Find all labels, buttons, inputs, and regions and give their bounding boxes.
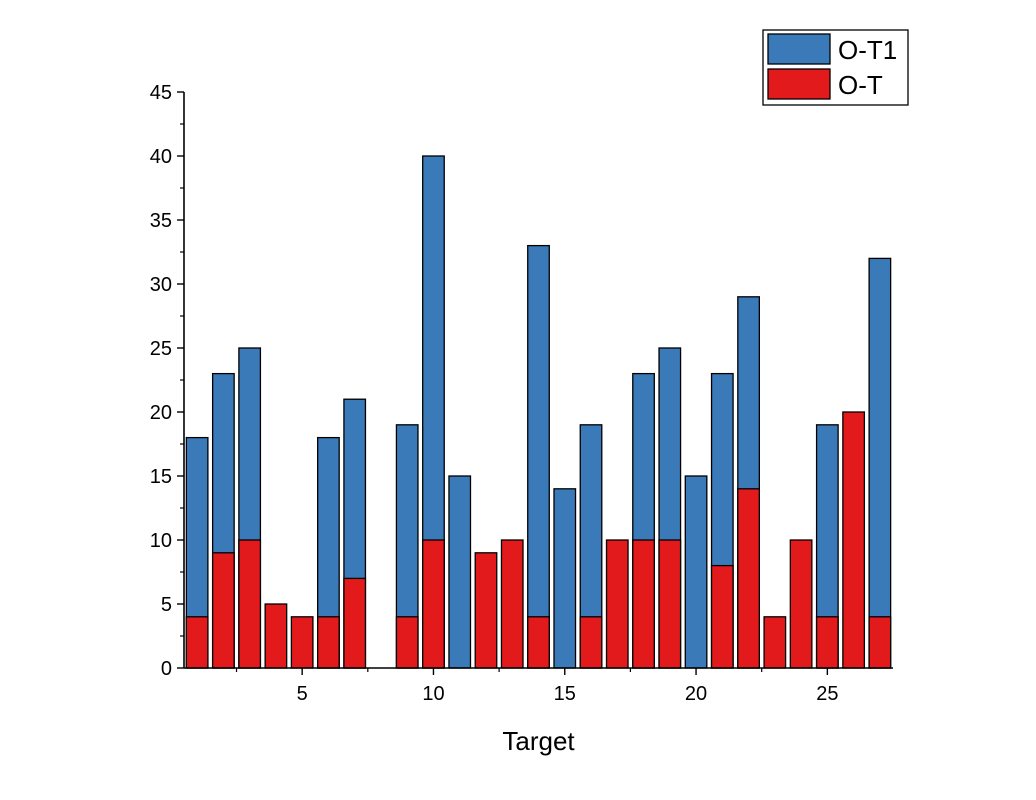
legend-label-o-t: O-T [838, 70, 883, 100]
y-tick-label: 10 [150, 530, 172, 552]
bar-o-t-18 [632, 539, 655, 669]
y-tick-label: 5 [161, 594, 172, 616]
x-tick-label: 10 [422, 683, 444, 705]
legend-swatch-o-t [767, 68, 831, 100]
bar-o-t1-14 [527, 244, 550, 669]
bar-o-t1-15 [553, 488, 577, 669]
bar-o-t-17 [605, 539, 629, 669]
x-tick-label: 15 [554, 683, 576, 705]
bar-o-t-19 [658, 539, 682, 669]
bar-o-t-6 [317, 616, 340, 669]
bar-o-t-16 [579, 616, 603, 669]
y-tick-label: 40 [150, 146, 172, 168]
axes-layer: 0 5 10 15 20 25 30 35 40 45 5 10 15 20 25 [150, 82, 893, 705]
bar-o-t-5 [290, 616, 314, 669]
bar-o-t1-11 [448, 475, 472, 669]
bar-o-t-14 [527, 616, 550, 669]
y-tick-label: 25 [150, 338, 172, 360]
bars-layer [185, 155, 892, 669]
bar-o-t-12 [474, 552, 498, 669]
x-tick-label: 5 [297, 683, 308, 705]
bar-o-t-23 [763, 616, 787, 669]
legend-label-o-t1: O-T1 [838, 35, 897, 65]
bar-o-t-9 [395, 616, 419, 669]
bar-o-t-13 [500, 539, 524, 669]
bar-o-t-27 [868, 616, 892, 669]
y-tick-label: 45 [150, 82, 172, 104]
legend-swatch-o-t1 [767, 33, 831, 65]
y-tick-label: 35 [150, 210, 172, 232]
y-tick-label: 0 [161, 658, 172, 680]
x-tick-label: 25 [816, 683, 838, 705]
bar-o-t-24 [789, 539, 813, 669]
bar-o-t-21 [710, 564, 734, 669]
bar-o-t-25 [815, 616, 839, 669]
bar-o-t-3 [238, 539, 262, 669]
x-axis-title: Target [502, 726, 575, 756]
bar-o-t1-20 [684, 475, 708, 669]
bar-o-t-22 [737, 488, 760, 669]
y-tick-label: 20 [150, 402, 172, 424]
legend: O-T1 O-T [762, 29, 909, 106]
bar-o-t-10 [422, 539, 445, 669]
bar-o-t-4 [264, 603, 288, 669]
bar-o-t1-27 [868, 257, 892, 669]
y-tick-label: 15 [150, 466, 172, 488]
bar-o-t-1 [185, 616, 209, 669]
bar-o-t-2 [211, 552, 235, 669]
y-tick-label: 30 [150, 274, 172, 296]
x-tick-label: 20 [685, 683, 707, 705]
bar-o-t-26 [842, 411, 866, 669]
bar-o-t-7 [343, 577, 367, 669]
